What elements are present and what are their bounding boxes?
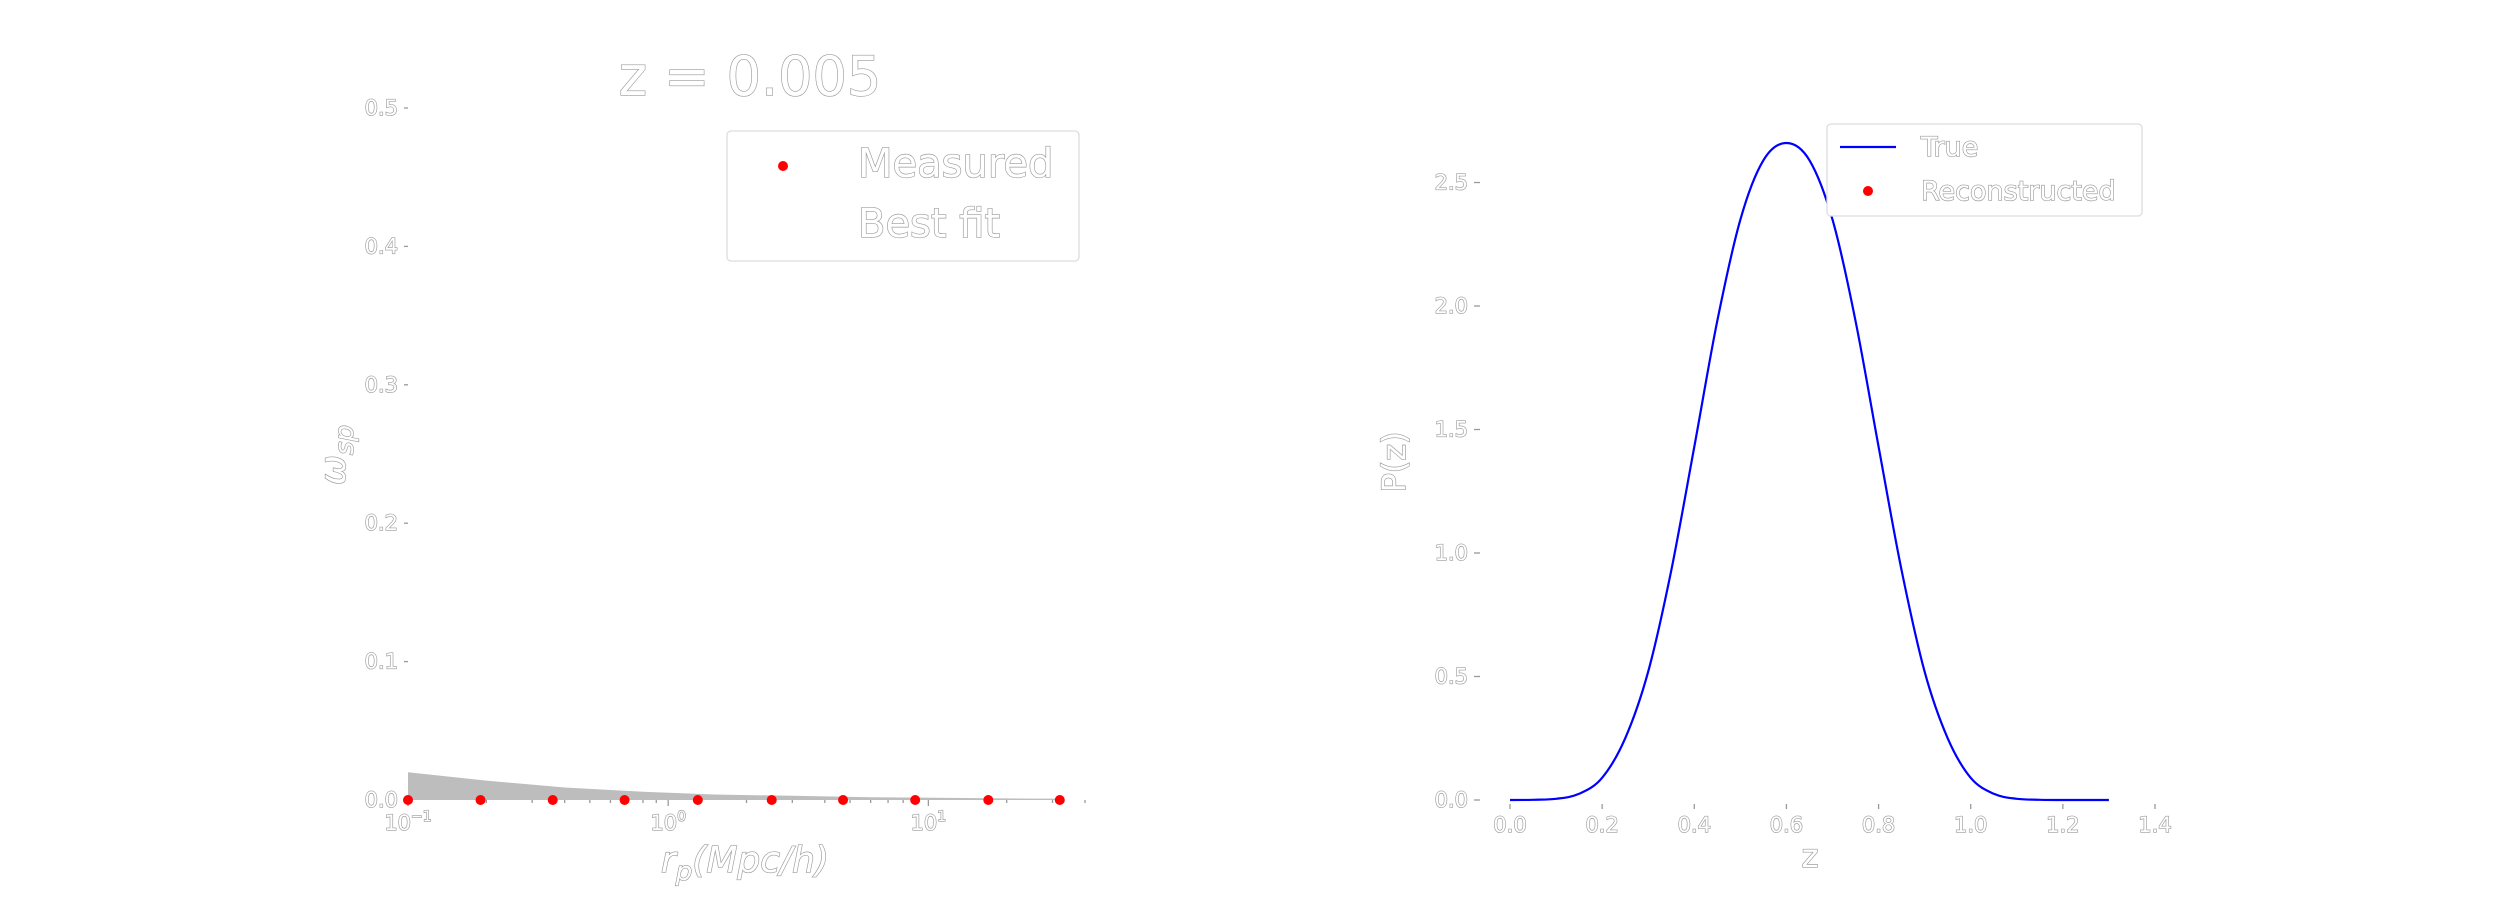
measured-point xyxy=(910,795,921,805)
right-true-line xyxy=(1509,141,2109,802)
measured-point xyxy=(983,795,994,805)
right-y-tick-label: 2.0 xyxy=(1435,294,1468,318)
left-x-tick-label: 101 xyxy=(911,809,947,835)
right-y-tick-label: 1.5 xyxy=(1435,418,1468,442)
measured-point xyxy=(766,795,777,805)
left-x-ticks: 10−1 100 101 xyxy=(384,800,1086,836)
measured-point xyxy=(619,795,630,805)
left-y-tick-label: 0.0 xyxy=(365,788,398,812)
right-x-tick-label: 1.0 xyxy=(1954,813,1987,837)
left-best-fit-band xyxy=(408,772,1060,800)
right-x-tick-label: 1.4 xyxy=(2138,813,2171,837)
left-y-tick-label: 0.4 xyxy=(365,234,398,258)
left-y-tick-label: 0.2 xyxy=(365,511,398,535)
measured-point xyxy=(1054,795,1065,805)
left-y-tick-label: 0.3 xyxy=(365,373,398,397)
right-x-tick-label: 0.0 xyxy=(1493,813,1526,837)
right-x-tick-label: 0.2 xyxy=(1585,813,1618,837)
left-y-ticks: 0.0 0.1 0.2 0.3 0.4 0.5 xyxy=(364,95,408,813)
left-x-axis-label: rp(Mpc/h) xyxy=(661,840,829,887)
right-legend-true-label: True xyxy=(1920,132,1978,163)
right-chart: 0.0 0.5 1.0 1.5 2.0 2.5 0.0 0.2 0.4 0.6 0.8 1.0 1.2… xyxy=(1374,123,2172,876)
left-legend-bestfit-label: Best fit xyxy=(858,201,1000,247)
left-legend-measured-label: Measured xyxy=(858,141,1053,187)
right-legend-frame xyxy=(1826,123,2143,217)
right-x-tick-label: 0.4 xyxy=(1678,813,1711,837)
measured-point xyxy=(475,795,486,805)
measured-point xyxy=(547,795,558,805)
right-y-axis-label: P(z) xyxy=(1375,431,1413,492)
left-y-tick-label: 0.1 xyxy=(365,650,398,674)
right-x-tick-label: 0.6 xyxy=(1770,813,1803,837)
right-x-ticks: 0.0 0.2 0.4 0.6 0.8 1.0 1.2 1.4 xyxy=(1493,804,2172,838)
right-y-tick-label: 0.0 xyxy=(1435,788,1468,812)
right-legend-reconstructed-marker xyxy=(1863,186,1873,196)
right-x-tick-label: 1.2 xyxy=(2046,813,2079,837)
best-fit-band-area xyxy=(408,772,1060,800)
right-y-tick-label: 0.5 xyxy=(1435,665,1468,689)
left-legend-measured-marker xyxy=(778,161,788,171)
right-x-tick-label: 0.8 xyxy=(1862,813,1895,837)
measured-point xyxy=(403,795,413,805)
left-x-tick-label: 100 xyxy=(650,809,686,835)
left-x-tick-label: 10−1 xyxy=(384,809,431,835)
right-y-ticks: 0.0 0.5 1.0 1.5 2.0 2.5 xyxy=(1434,170,1480,813)
left-chart-title: z = 0.005 xyxy=(619,45,882,108)
measured-point xyxy=(838,795,849,805)
left-y-tick-label: 0.5 xyxy=(365,96,398,120)
left-legend: Measured Best fit xyxy=(726,130,1080,262)
left-measured-points xyxy=(403,795,1065,805)
right-legend-reconstructed-label: Reconstructed xyxy=(1921,176,2116,207)
left-chart: z = 0.005 0.00.10.20.30.40.5 10−1 100 101 … xyxy=(312,44,1086,888)
left-legend-frame xyxy=(726,130,1080,262)
right-x-axis-label: z xyxy=(1802,837,1819,875)
left-y-axis-label: ωsp xyxy=(313,425,360,485)
measured-point xyxy=(692,795,703,805)
right-y-tick-label: 1.0 xyxy=(1435,541,1468,565)
right-y-tick-label: 2.5 xyxy=(1435,171,1468,195)
right-legend: True Reconstructed xyxy=(1826,123,2143,217)
